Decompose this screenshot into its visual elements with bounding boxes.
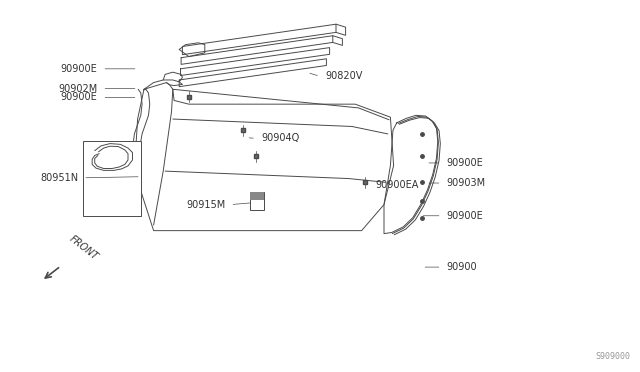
Text: 90903M: 90903M [447, 178, 486, 188]
Text: 90900E: 90900E [61, 64, 97, 74]
Text: FRONT: FRONT [67, 234, 100, 262]
Bar [83, 141, 141, 216]
Text: 90900E: 90900E [447, 211, 483, 221]
Text: S909000: S909000 [595, 352, 630, 361]
Bar [250, 192, 264, 201]
Text: 90900E: 90900E [61, 93, 97, 102]
Text: 80951N: 80951N [40, 173, 78, 183]
Bar [250, 192, 264, 210]
Text: 90820V: 90820V [325, 71, 362, 81]
Text: 90900E: 90900E [447, 158, 483, 168]
Text: 90902M: 90902M [58, 84, 97, 93]
Text: 90900EA: 90900EA [375, 180, 419, 189]
Text: 90915M: 90915M [186, 200, 225, 209]
Text: 90904Q: 90904Q [261, 134, 300, 143]
Text: 90900: 90900 [447, 262, 477, 272]
